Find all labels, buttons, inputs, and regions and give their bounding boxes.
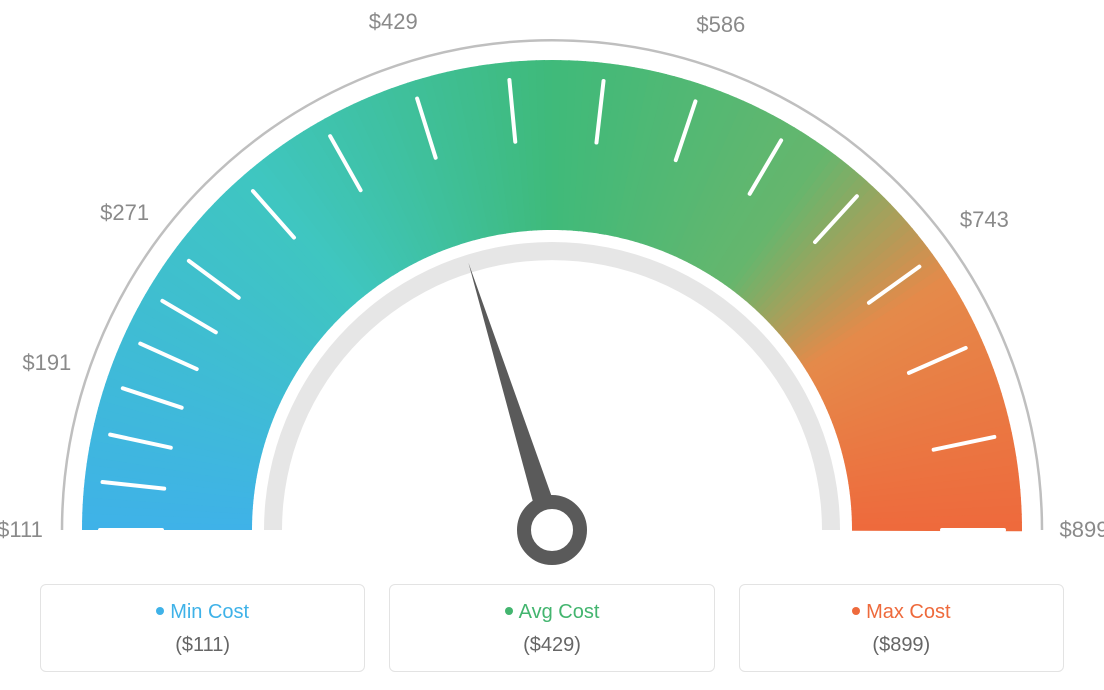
legend-value-min: ($111)	[51, 634, 354, 657]
gauge-label: $111	[0, 517, 43, 543]
legend-card-avg: Avg Cost ($429)	[389, 584, 714, 672]
legend-title-text: Min Cost	[170, 601, 249, 623]
legend-value-avg: ($429)	[400, 634, 703, 657]
legend-title-min: Min Cost	[51, 601, 354, 624]
gauge-svg	[0, 0, 1104, 570]
legend-value-max: ($899)	[750, 634, 1053, 657]
gauge-needle	[468, 263, 562, 534]
gauge-label: $899	[1060, 517, 1104, 543]
legend-title-text: Avg Cost	[519, 601, 600, 623]
legend-card-max: Max Cost ($899)	[739, 584, 1064, 672]
legend-title-avg: Avg Cost	[400, 601, 703, 624]
gauge-label: $586	[696, 12, 745, 38]
gauge-needle-hub	[524, 502, 580, 558]
gauge-label: $429	[369, 9, 418, 35]
legend-card-min: Min Cost ($111)	[40, 584, 365, 672]
dot-icon	[156, 607, 164, 615]
legend-row: Min Cost ($111) Avg Cost ($429) Max Cost…	[40, 584, 1064, 672]
legend-title-max: Max Cost	[750, 601, 1053, 624]
gauge-label: $743	[960, 207, 1009, 233]
dot-icon	[852, 607, 860, 615]
gauge-label: $191	[22, 350, 71, 376]
legend-title-text: Max Cost	[866, 601, 950, 623]
gauge: $111 $191 $271 $429 $586 $743 $899	[0, 0, 1104, 570]
dot-icon	[505, 607, 513, 615]
gauge-label: $271	[100, 200, 149, 226]
